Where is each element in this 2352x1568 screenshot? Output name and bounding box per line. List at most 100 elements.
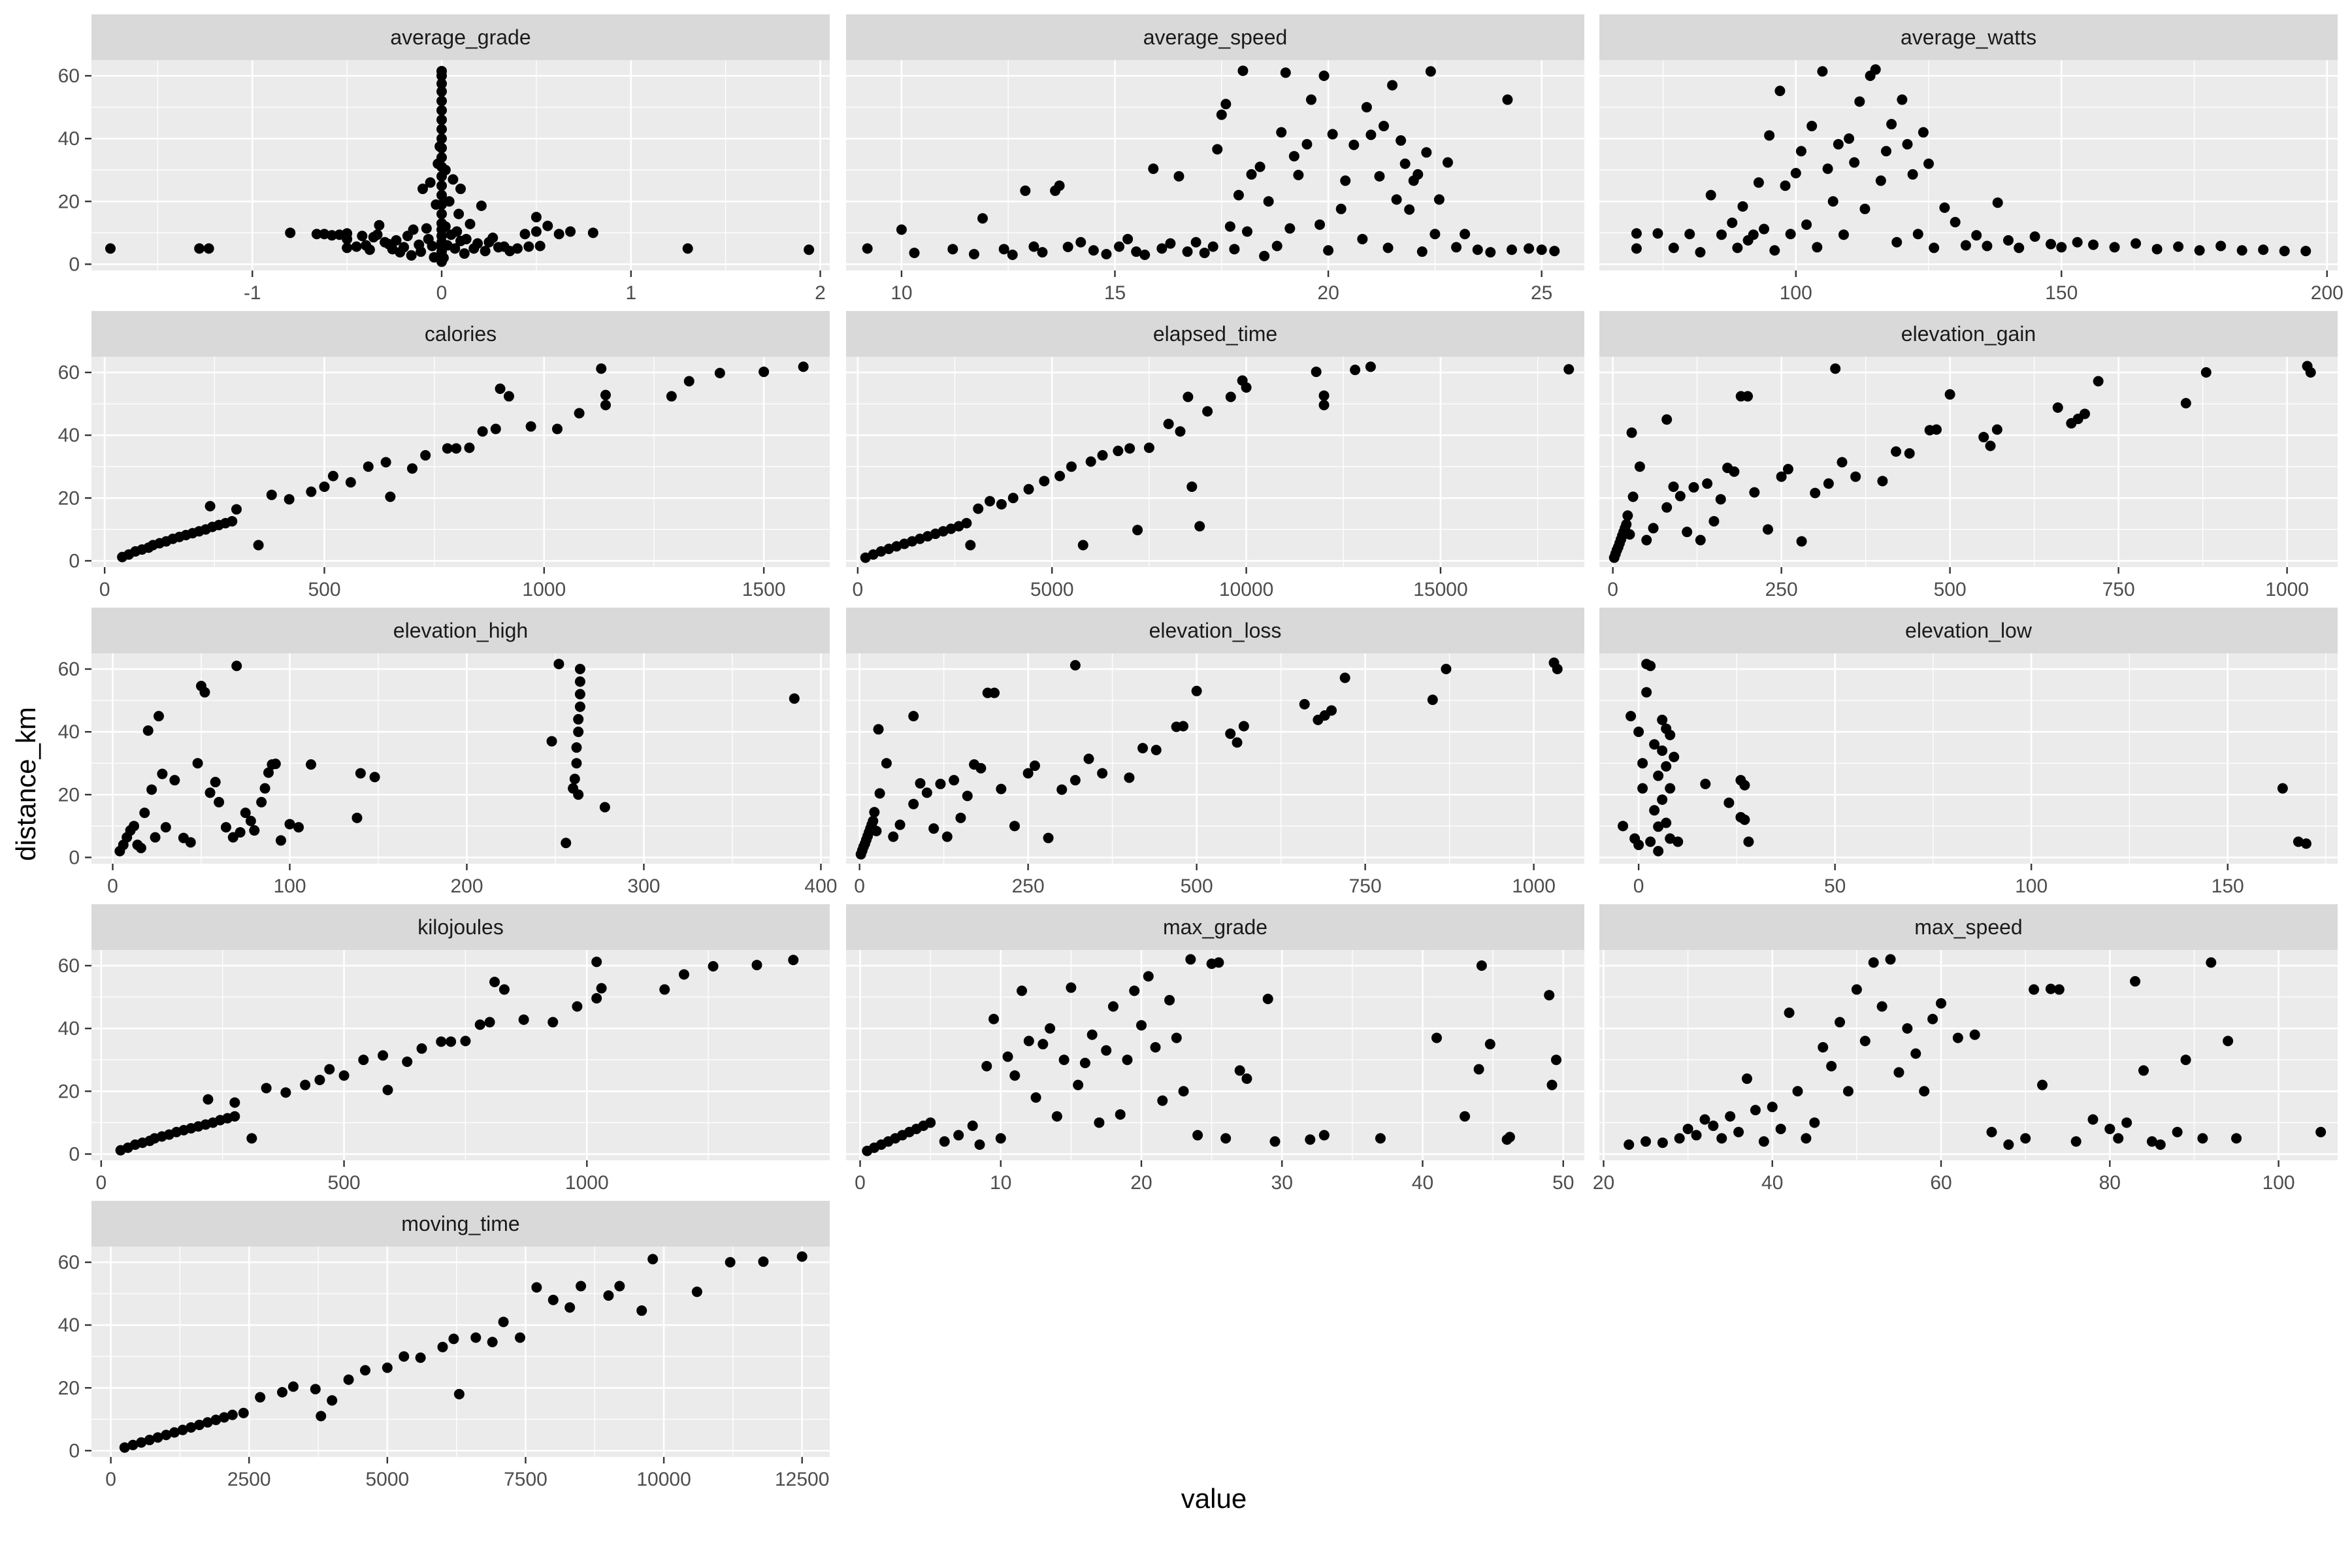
data-point — [342, 242, 353, 253]
data-point — [1382, 242, 1394, 253]
data-point — [1190, 237, 1201, 248]
data-point — [1699, 1114, 1710, 1125]
data-point — [725, 1257, 736, 1268]
x-tick-label: 1000 — [2265, 579, 2309, 600]
data-point — [1425, 66, 1436, 77]
data-point — [1550, 1054, 1561, 1066]
data-point — [1318, 1130, 1330, 1141]
data-point — [238, 1407, 249, 1418]
data-point — [415, 1352, 426, 1364]
facet-strip-elevation-loss — [846, 608, 1584, 653]
data-point — [1810, 487, 1821, 498]
data-point — [2231, 1133, 2242, 1144]
data-point — [1225, 391, 1236, 402]
data-point — [1030, 1092, 1041, 1103]
facet-elapsed-time: elapsed_time 0 5000 10000 15000 — [846, 311, 1584, 600]
facet-elevation-low: elevation_low 0 50 100 150 — [1599, 608, 2338, 897]
x-tick-label: 10000 — [636, 1469, 691, 1490]
data-point — [1912, 229, 1923, 240]
data-point — [1826, 1060, 1837, 1071]
data-point — [1621, 519, 1632, 530]
x-tick-label: 0 — [96, 1172, 107, 1194]
facet-strip-average-speed — [846, 14, 1584, 60]
data-point — [327, 470, 338, 482]
data-point — [1780, 180, 1791, 191]
data-point — [438, 252, 449, 263]
data-point — [1622, 510, 1633, 521]
x-tick-label: 100 — [1780, 282, 1812, 304]
data-point — [949, 775, 960, 786]
facet-average-speed: average_speed 10 15 20 25 — [846, 14, 1584, 304]
y-tick-label: 20 — [58, 191, 80, 212]
data-point — [1070, 660, 1081, 671]
data-point — [928, 823, 939, 834]
data-point — [603, 1290, 614, 1301]
data-point — [436, 78, 448, 90]
data-point — [326, 230, 337, 241]
data-point — [1009, 1070, 1021, 1081]
data-point — [1238, 721, 1249, 732]
data-point — [1950, 216, 1961, 227]
data-point — [1806, 120, 1818, 131]
data-point — [1688, 482, 1699, 493]
data-point — [324, 1064, 335, 1075]
points-elapsed-time — [860, 361, 1575, 563]
points-average-grade — [105, 65, 815, 267]
data-point — [1088, 245, 1099, 256]
data-point — [2072, 237, 2083, 248]
panel-background-elevation-low — [1599, 653, 2338, 864]
data-point — [798, 361, 809, 372]
data-point — [192, 758, 203, 769]
data-point — [1880, 146, 1891, 157]
data-point — [199, 687, 210, 698]
data-point — [915, 777, 926, 789]
data-point — [1097, 449, 1108, 461]
data-point — [220, 822, 231, 833]
data-point — [708, 960, 719, 972]
x-tick-label: 1000 — [1512, 875, 1556, 897]
data-point — [935, 778, 946, 789]
data-point — [1129, 985, 1140, 996]
data-point — [1904, 448, 1915, 459]
x-tick-label: 500 — [1934, 579, 1967, 600]
x-tick-label: 15 — [1104, 282, 1126, 304]
data-point — [1902, 139, 1913, 150]
data-point — [1952, 1032, 1963, 1043]
data-point — [270, 759, 281, 770]
y-tick-label: 40 — [58, 1018, 80, 1039]
x-tick-label: 400 — [804, 875, 837, 897]
data-point — [1340, 175, 1351, 186]
data-point — [210, 1414, 221, 1426]
data-point — [311, 229, 322, 240]
panel-background-max-grade — [846, 950, 1584, 1160]
x-tick-label: 20 — [1593, 1172, 1614, 1194]
data-point — [514, 1332, 525, 1343]
data-point — [888, 831, 899, 842]
data-point — [1854, 96, 1865, 107]
data-point — [1715, 494, 1726, 505]
data-point — [1045, 1023, 1056, 1034]
data-point — [1301, 139, 1313, 150]
data-point — [202, 1417, 213, 1428]
data-point — [1164, 994, 1175, 1005]
points-average-watts — [1631, 64, 2311, 258]
data-point — [965, 540, 976, 551]
facet-strip-elapsed-time — [846, 311, 1584, 357]
data-point — [1241, 1073, 1252, 1085]
data-point — [2172, 1126, 2183, 1137]
data-point — [2305, 367, 2316, 378]
data-point — [2056, 242, 2067, 253]
data-point — [1868, 957, 1879, 968]
data-point — [1216, 109, 1227, 120]
data-point — [1885, 954, 1896, 965]
data-point — [369, 772, 380, 783]
x-tick-label: 0 — [436, 282, 448, 304]
data-point — [436, 114, 448, 125]
data-point — [1674, 491, 1686, 502]
data-point — [1796, 536, 1807, 547]
data-point — [573, 789, 584, 800]
data-point — [1637, 783, 1648, 794]
data-point — [569, 774, 580, 785]
data-point — [453, 1388, 465, 1399]
x-tick-label: 500 — [328, 1172, 361, 1194]
